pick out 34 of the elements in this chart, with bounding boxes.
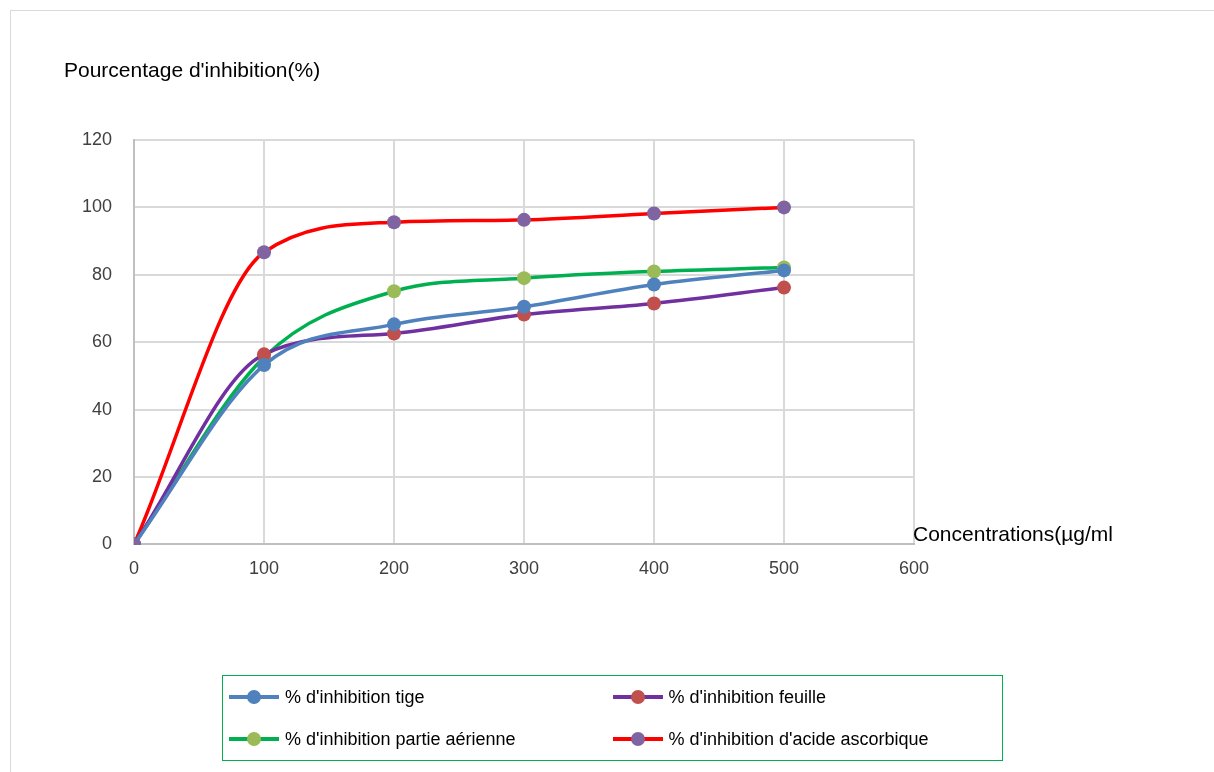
point bbox=[257, 245, 272, 260]
y-tick-label: 100 bbox=[81, 196, 113, 217]
x-tick-label: 100 bbox=[249, 558, 280, 579]
point bbox=[647, 277, 662, 292]
point bbox=[517, 299, 532, 314]
legend-label: % d'inhibition tige bbox=[285, 686, 425, 708]
y-axis-title: Pourcentage d'inhibition(%) bbox=[64, 58, 321, 82]
x-tick-label: 300 bbox=[508, 558, 540, 579]
point bbox=[387, 215, 402, 230]
x-tick-label: 500 bbox=[768, 558, 800, 579]
legend-label: % d'inhibition feuille bbox=[668, 686, 827, 708]
point bbox=[647, 264, 662, 279]
y-tick-label: 120 bbox=[81, 128, 113, 149]
x-axis-title: Concentrations(µg/ml bbox=[913, 522, 1114, 546]
y-tick-label: 60 bbox=[92, 331, 113, 352]
point bbox=[777, 200, 792, 215]
y-tick-label: 40 bbox=[92, 398, 113, 419]
point bbox=[647, 206, 662, 221]
point bbox=[387, 317, 402, 332]
x-tick-label: 400 bbox=[638, 558, 670, 579]
y-tick-label: 20 bbox=[92, 465, 113, 486]
point bbox=[257, 358, 272, 373]
point bbox=[777, 280, 792, 295]
x-tick-label: 0 bbox=[129, 558, 140, 579]
point bbox=[387, 284, 402, 299]
y-tick-label: 0 bbox=[102, 533, 113, 554]
point bbox=[647, 296, 662, 311]
x-tick-label: 600 bbox=[898, 558, 930, 579]
point bbox=[517, 271, 532, 286]
y-tick-label: 80 bbox=[92, 263, 113, 284]
x-tick-label: 200 bbox=[379, 558, 410, 579]
point bbox=[517, 212, 532, 227]
legend-label: % d'inhibition d'acide ascorbique bbox=[668, 728, 929, 750]
legend-label: % d'inhibition partie aérienne bbox=[285, 728, 516, 750]
